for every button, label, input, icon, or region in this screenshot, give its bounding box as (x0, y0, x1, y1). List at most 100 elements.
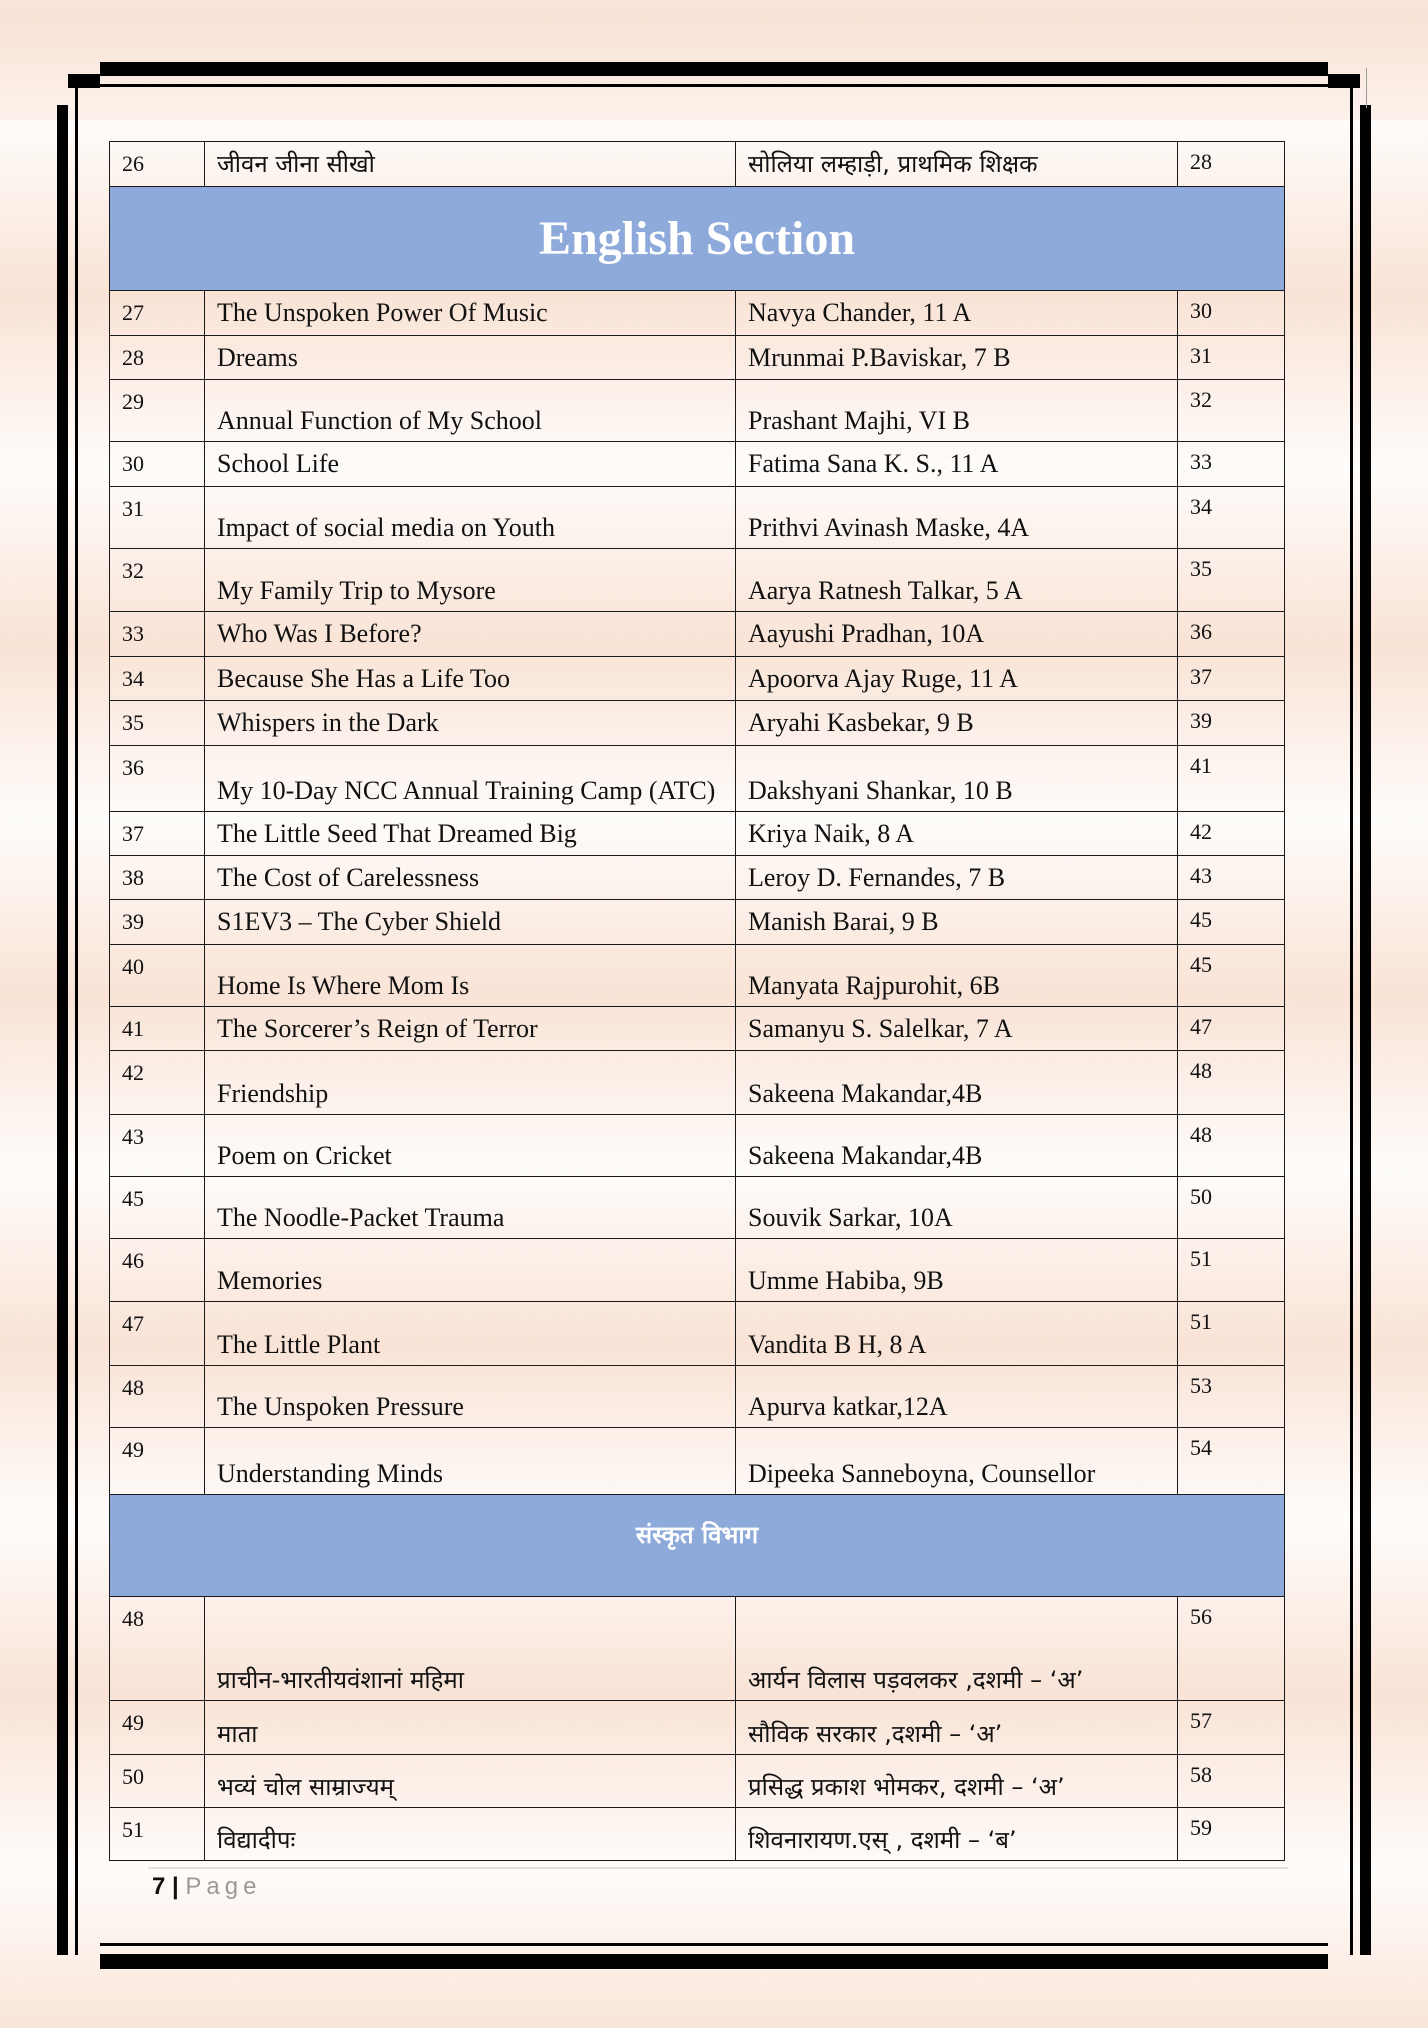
entry-author: Manyata Rajpurohit, 6B (735, 944, 1178, 1007)
entry-title: The Unspoken Pressure (204, 1365, 736, 1428)
entry-page: 28 (1177, 141, 1285, 187)
table-row: 34 Because She Has a Life Too Apoorva Ajay… (109, 656, 1285, 701)
entry-page: 57 (1177, 1700, 1285, 1755)
table-row: 45 The Noodle-Packet Trauma Souvik Sarkar,… (109, 1176, 1285, 1239)
page-number: 7 (152, 1873, 166, 1900)
table-row: 39 S1EV3 – The Cyber Shield Manish Barai, … (109, 899, 1285, 945)
entry-author: Vandita B H, 8 A (735, 1301, 1178, 1366)
entry-number: 34 (109, 656, 205, 701)
entry-number: 33 (109, 611, 205, 657)
entry-page: 35 (1177, 548, 1285, 612)
entry-author: Leroy D. Fernandes, 7 B (735, 855, 1178, 900)
entry-author: Prashant Majhi, VI B (735, 379, 1178, 442)
entry-page: 59 (1177, 1807, 1285, 1861)
table-row: 26 जीवन जीना सीखो सोलिया लम्हाड़ी, प्राथमि… (109, 141, 1285, 187)
entry-number: 30 (109, 441, 205, 487)
entry-author: Apoorva Ajay Ruge, 11 A (735, 656, 1178, 701)
entry-number: 51 (109, 1807, 205, 1861)
table-of-contents: 26 जीवन जीना सीखो सोलिया लम्हाड़ी, प्राथमि… (109, 141, 1285, 1861)
entry-number: 49 (109, 1427, 205, 1495)
entry-number: 32 (109, 548, 205, 612)
table-row: 49 माता सौविक सरकार ,दशमी – ‘अ’ 57 (109, 1700, 1285, 1755)
entry-title: भव्यं चोल साम्राज्यम् (204, 1754, 736, 1808)
entry-number: 38 (109, 855, 205, 900)
entry-title: Who Was I Before? (204, 611, 736, 657)
entry-page: 43 (1177, 855, 1285, 900)
entry-title: जीवन जीना सीखो (204, 141, 736, 187)
section-title: English Section (109, 186, 1285, 291)
entry-author: Kriya Naik, 8 A (735, 811, 1178, 856)
table-row: 48 प्राचीन-भारतीयवंशानां महिमा आर्यन विलास… (109, 1596, 1285, 1701)
entry-page: 34 (1177, 486, 1285, 549)
table-row: 30 School Life Fatima Sana K. S., 11 A 33 (109, 441, 1285, 487)
table-row: 49 Understanding Minds Dipeeka Sanneboyna,… (109, 1427, 1285, 1495)
entry-author: आर्यन विलास पड़वलकर ,दशमी – ‘अ’ (735, 1596, 1178, 1701)
entry-title: Annual Function of My School (204, 379, 736, 442)
table-row: 43 Poem on Cricket Sakeena Makandar,4B 48 (109, 1114, 1285, 1177)
border-bottom-thick (100, 1954, 1328, 1969)
table-row: 36 My 10-Day NCC Annual Training Camp (AT… (109, 745, 1285, 812)
page-label: Page (185, 1873, 262, 1900)
entry-number: 31 (109, 486, 205, 549)
entry-title: The Noodle-Packet Trauma (204, 1176, 736, 1239)
border-right-thin (1350, 85, 1353, 1955)
entry-page: 58 (1177, 1754, 1285, 1808)
entry-author: Samanyu S. Salelkar, 7 A (735, 1006, 1178, 1051)
entry-number: 48 (109, 1596, 205, 1701)
table-row: 47 The Little Plant Vandita B H, 8 A 51 (109, 1301, 1285, 1366)
entry-title: My Family Trip to Mysore (204, 548, 736, 612)
entry-page: 36 (1177, 611, 1285, 657)
entry-number: 36 (109, 745, 205, 812)
table-row: 33 Who Was I Before? Aayushi Pradhan, 10A 3… (109, 611, 1285, 657)
entry-number: 27 (109, 290, 205, 336)
entry-author: Umme Habiba, 9B (735, 1238, 1178, 1302)
entry-author: Navya Chander, 11 A (735, 290, 1178, 336)
entry-page: 31 (1177, 335, 1285, 380)
entry-title: Impact of social media on Youth (204, 486, 736, 549)
entry-title: Home Is Where Mom Is (204, 944, 736, 1007)
entry-author: प्रसिद्ध प्रकाश भोमकर, दशमी – ‘अ’ (735, 1754, 1178, 1808)
entry-author: Fatima Sana K. S., 11 A (735, 441, 1178, 487)
entry-number: 48 (109, 1365, 205, 1428)
border-left-thick (57, 105, 68, 1955)
border-top-thick (100, 62, 1328, 76)
entry-number: 45 (109, 1176, 205, 1239)
table-row: 28 Dreams Mrunmai P.Baviskar, 7 B 31 (109, 335, 1285, 380)
entry-number: 40 (109, 944, 205, 1007)
entry-author: Sakeena Makandar,4B (735, 1050, 1178, 1115)
entry-page: 53 (1177, 1365, 1285, 1428)
border-left-corner (68, 74, 100, 88)
entry-title: माता (204, 1700, 736, 1755)
entry-author: Manish Barai, 9 B (735, 899, 1178, 945)
entry-page: 45 (1177, 899, 1285, 945)
entry-author: सोलिया लम्हाड़ी, प्राथमिक शिक्षक (735, 141, 1178, 187)
entry-title: My 10-Day NCC Annual Training Camp (ATC) (204, 745, 736, 812)
border-bottom-thin (100, 1943, 1328, 1946)
entry-title: The Unspoken Power Of Music (204, 290, 736, 336)
table-row: 31 Impact of social media on Youth Prithvi… (109, 486, 1285, 549)
entry-page: 37 (1177, 656, 1285, 701)
table-row: 37 The Little Seed That Dreamed Big Kriya … (109, 811, 1285, 856)
table-row: 40 Home Is Where Mom Is Manyata Rajpurohit… (109, 944, 1285, 1007)
section-title: संस्कृत विभाग (109, 1494, 1285, 1597)
entry-number: 49 (109, 1700, 205, 1755)
entry-number: 37 (109, 811, 205, 856)
entry-page: 33 (1177, 441, 1285, 487)
entry-author: Dakshyani Shankar, 10 B (735, 745, 1178, 812)
entry-author: Aarya Ratnesh Talkar, 5 A (735, 548, 1178, 612)
table-row: 27 The Unspoken Power Of Music Navya Chand… (109, 290, 1285, 336)
entry-author: सौविक सरकार ,दशमी – ‘अ’ (735, 1700, 1178, 1755)
entry-title: Understanding Minds (204, 1427, 736, 1495)
entry-page: 51 (1177, 1301, 1285, 1366)
table-row: 48 The Unspoken Pressure Apurva katkar,12A… (109, 1365, 1285, 1428)
entry-author: Souvik Sarkar, 10A (735, 1176, 1178, 1239)
table-row: 38 The Cost of Carelessness Leroy D. Ferna… (109, 855, 1285, 900)
table-row: 42 Friendship Sakeena Makandar,4B 48 (109, 1050, 1285, 1115)
page-footer: 7 | Page (152, 1873, 261, 1901)
entry-title: Friendship (204, 1050, 736, 1115)
entry-number: 46 (109, 1238, 205, 1302)
entry-title: S1EV3 – The Cyber Shield (204, 899, 736, 945)
entry-number: 50 (109, 1754, 205, 1808)
entry-page: 48 (1177, 1114, 1285, 1177)
entry-page: 42 (1177, 811, 1285, 856)
